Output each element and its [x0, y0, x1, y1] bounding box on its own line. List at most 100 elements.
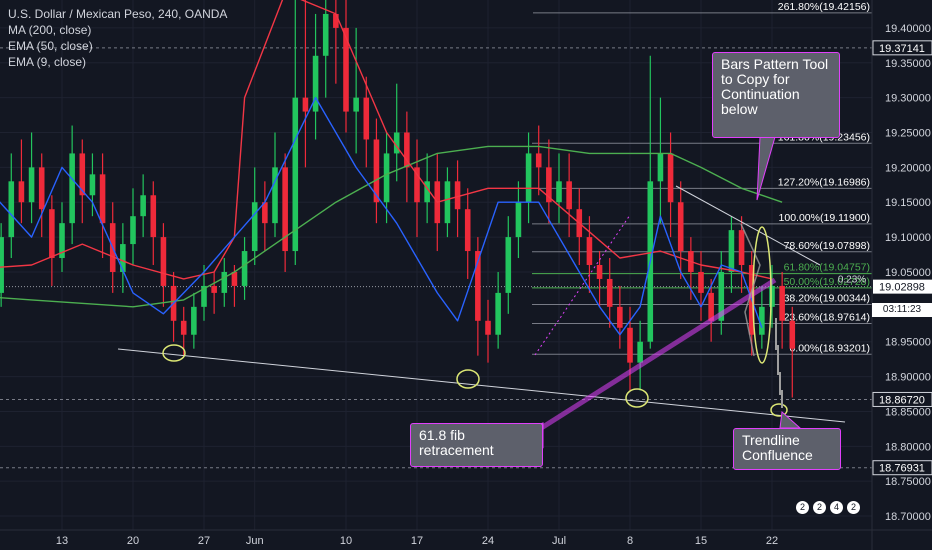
- candle-body: [393, 132, 400, 154]
- candle-body: [718, 271, 725, 321]
- candle-body: [191, 306, 197, 335]
- candle-body: [586, 237, 593, 265]
- candle-body: [698, 271, 704, 293]
- candle-body: [89, 174, 96, 196]
- series-line-0: [0, 145, 783, 308]
- candle-body: [485, 320, 491, 335]
- candle-body: [343, 27, 349, 112]
- series-line-2: [0, 96, 763, 336]
- candle-body: [738, 230, 745, 265]
- x-tick-label: Jul: [552, 535, 566, 547]
- lower-trendline[interactable]: [117, 348, 846, 423]
- candle-body: [373, 139, 380, 203]
- swing-low-marker-2[interactable]: [456, 369, 480, 389]
- horizontal-levels: [0, 47, 872, 469]
- candle-body: [556, 181, 562, 203]
- indicator-lines: [0, 0, 783, 336]
- candle-body: [759, 306, 765, 335]
- x-tick-label: 27: [198, 535, 210, 547]
- candle-body: [180, 320, 187, 335]
- candle-body: [140, 195, 146, 217]
- pattern-ellipse[interactable]: [752, 226, 772, 364]
- candle-body: [789, 320, 796, 349]
- x-tick-label: 22: [766, 535, 778, 547]
- fib-level-label: 0.00%(18.93201): [789, 342, 870, 354]
- candle-body: [353, 97, 359, 112]
- callout-fib-retracement[interactable]: 61.8 fib retracement: [410, 423, 543, 467]
- legend-title: U.S. Dollar / Mexican Peso, 240, OANDA: [8, 7, 228, 21]
- candle-body: [454, 181, 461, 210]
- candle-body: [69, 153, 75, 224]
- candle-body: [424, 181, 430, 203]
- candle-body: [302, 97, 309, 112]
- candle-body: [546, 167, 552, 203]
- candle-body: [28, 167, 35, 203]
- candle-body: [333, 13, 339, 28]
- candle-body: [8, 181, 15, 238]
- candle-body: [211, 285, 217, 293]
- candle-body: [708, 292, 714, 321]
- y-tick-label: 19.25000: [885, 128, 931, 140]
- projected-bars[interactable]: [775, 318, 783, 408]
- price-tag-bg: [872, 460, 932, 476]
- event-badge[interactable]: 4: [829, 500, 844, 515]
- y-tick-label: 19.40000: [885, 23, 931, 35]
- callout-bars-pattern[interactable]: Bars Pattern Tool to Copy for Continuati…: [712, 52, 840, 138]
- candle-body: [535, 153, 542, 168]
- upper-trendline[interactable]: [675, 185, 821, 266]
- candle-body: [566, 181, 572, 210]
- x-tick-label: 17: [411, 535, 423, 547]
- candle-body: [59, 223, 65, 259]
- event-badges[interactable]: 2 2 4 2: [795, 500, 861, 515]
- candle-body: [657, 153, 664, 182]
- price-axis-bg: [872, 0, 932, 550]
- fib-diagonal[interactable]: [534, 214, 631, 356]
- bars-pattern-path[interactable]: [740, 223, 761, 357]
- candle-body: [282, 167, 288, 252]
- candle-body: [221, 271, 228, 293]
- price-tag-label: 19.37141: [879, 43, 925, 55]
- candle-body: [617, 306, 623, 328]
- fib-level-label: 38.20%(19.00344): [784, 292, 870, 304]
- candle-body: [505, 237, 512, 293]
- event-badge[interactable]: 2: [846, 500, 861, 515]
- y-tick-label: 18.75000: [885, 476, 931, 488]
- fib-level-label: 78.60%(19.07898): [784, 240, 870, 252]
- swing-low-marker-3[interactable]: [625, 388, 649, 408]
- fib-trendline[interactable]: [533, 277, 777, 435]
- y-tick-label: 19.30000: [885, 93, 931, 105]
- candle-body: [383, 153, 390, 203]
- price-tag-bg: [873, 279, 932, 294]
- candle-body: [241, 251, 248, 286]
- x-tick-label: 10: [340, 535, 352, 547]
- candle-body: [160, 237, 167, 286]
- candle-body: [363, 97, 370, 140]
- x-tick-label: 8: [627, 535, 633, 547]
- drawings[interactable]: [117, 136, 846, 449]
- price-tag-bg: [872, 40, 932, 56]
- callout-trendline-confluence[interactable]: Trendline Confluence: [733, 428, 841, 470]
- x-tick-label: 15: [695, 535, 707, 547]
- swing-low-marker-1[interactable]: [162, 344, 186, 362]
- fib-level-label: 100.00%(19.11900): [779, 212, 870, 224]
- swing-low-marker-4[interactable]: [770, 403, 788, 417]
- legend-ma200: MA (200, close): [8, 23, 92, 37]
- pct-change-label: 0.23%: [838, 275, 866, 286]
- x-tick-label: 13: [56, 535, 68, 547]
- candle-body: [231, 271, 238, 286]
- price-tag-bg: [872, 391, 932, 407]
- fib-level-label: 23.60%(18.97614): [784, 311, 870, 323]
- fib-level-label: 50.00%(19.02728): [784, 276, 870, 288]
- candle-body: [495, 292, 501, 335]
- price-tag-label: 18.86720: [879, 394, 925, 406]
- event-badge[interactable]: 2: [795, 500, 810, 515]
- y-tick-label: 19.35000: [885, 58, 931, 70]
- x-tick-label: Jun: [246, 535, 264, 547]
- y-tick-label: 18.95000: [885, 337, 931, 349]
- candle-body: [475, 251, 481, 321]
- legend-ema50: EMA (50, close): [8, 39, 93, 53]
- event-badge[interactable]: 2: [812, 500, 827, 515]
- candle-body: [525, 153, 532, 203]
- candles: [0, 0, 796, 398]
- candle-body: [272, 167, 278, 224]
